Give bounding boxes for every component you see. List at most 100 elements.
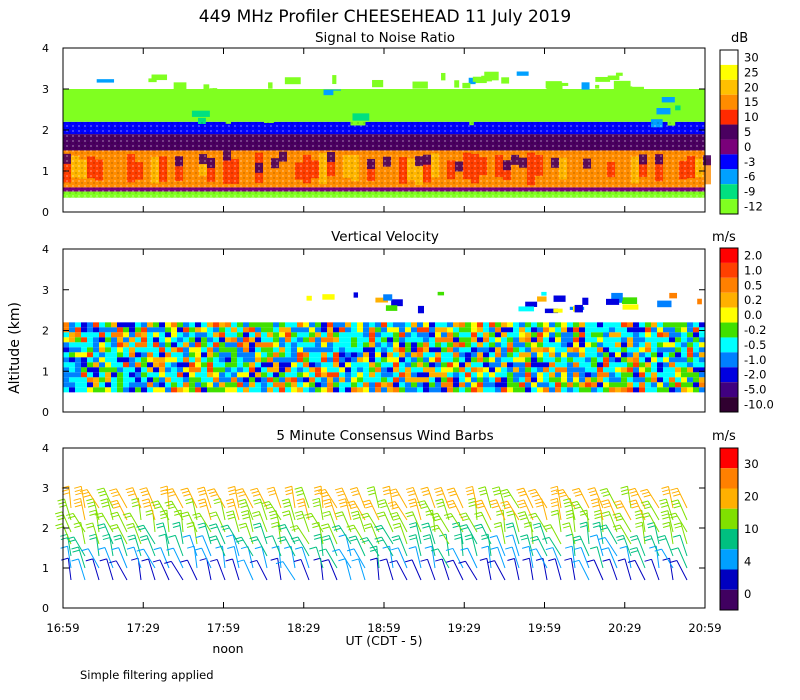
wind-barb-flag <box>207 488 215 492</box>
vv-cell <box>195 362 201 368</box>
wind-barb-flag <box>640 488 648 492</box>
wind-barb-flag <box>506 525 514 529</box>
wind-barb-flag <box>236 539 244 543</box>
wind-barb <box>243 559 254 581</box>
vv-cell <box>567 332 573 338</box>
vv-cell <box>279 337 285 343</box>
wind-barb-flag <box>181 490 190 494</box>
vv-cell <box>345 327 351 333</box>
vv-cell <box>81 367 87 373</box>
vv-cell <box>273 332 279 338</box>
vv-cell <box>69 337 75 343</box>
wind-barb-flag <box>662 492 670 496</box>
wind-barb-flag <box>110 491 119 495</box>
vv-cell <box>255 342 261 348</box>
vv-cell <box>627 327 633 333</box>
vv-cell <box>411 322 417 328</box>
vv-cell <box>75 362 81 368</box>
wind-barb-flag <box>72 549 80 553</box>
wind-barb-flag <box>597 536 606 540</box>
vv-cell <box>309 357 315 363</box>
wind-barb-flag <box>506 510 514 514</box>
vv-cell <box>489 322 495 328</box>
vv-cell <box>315 362 321 368</box>
wind-barb-flag <box>352 516 361 520</box>
vv-cell <box>417 342 423 348</box>
vv-cell <box>489 377 495 383</box>
wind-barb <box>133 546 142 569</box>
snr-echo <box>224 91 232 98</box>
vv-cell <box>555 367 561 373</box>
vv-cell <box>321 377 327 383</box>
vv-cell <box>693 327 699 333</box>
vv-cell <box>303 382 309 388</box>
wind-barb-flag <box>309 546 317 550</box>
wind-barb-flag <box>323 538 331 542</box>
wind-barb-flag <box>99 558 107 562</box>
snr-echo <box>468 77 476 85</box>
y-tick-label: 3 <box>42 284 49 297</box>
wind-barb <box>376 558 380 581</box>
vv-cell <box>567 347 573 353</box>
vv-cell <box>345 362 351 368</box>
vv-cell <box>435 342 441 348</box>
vv-cell <box>669 352 675 358</box>
vv-cell <box>369 327 375 333</box>
wind-barb <box>143 524 156 545</box>
wind-barb <box>61 523 72 545</box>
vv-cell <box>459 342 465 348</box>
wind-barb-flag <box>185 501 194 505</box>
vv-cell <box>549 322 555 328</box>
vv-cell <box>411 382 417 388</box>
vv-cell <box>531 382 537 388</box>
snr-echo <box>485 107 500 116</box>
vv-cell <box>351 387 357 393</box>
vv-cell <box>105 327 111 333</box>
vv-cell <box>501 382 507 388</box>
wind-barb <box>341 487 352 509</box>
vv-cell <box>309 362 315 368</box>
vv-cell <box>381 322 387 328</box>
wind-barb-flag <box>475 526 483 530</box>
vv-cell <box>213 367 219 373</box>
vv-cell <box>213 377 219 383</box>
snr-echo <box>628 86 644 92</box>
vv-cell <box>93 352 99 358</box>
vv-cell <box>207 352 213 358</box>
wind-barb-flag <box>318 548 326 552</box>
colorbar-swatch <box>720 184 738 200</box>
snr-echo <box>555 86 562 96</box>
wind-barb <box>562 489 576 509</box>
wind-barb-flag <box>290 536 299 540</box>
vv-cell <box>303 377 309 383</box>
wind-barb-flag <box>507 513 515 517</box>
wind-barb-flag <box>492 489 501 493</box>
vv-echo <box>611 292 623 301</box>
vv-cell <box>291 372 297 378</box>
vv-cell <box>549 337 555 343</box>
vv-cell <box>501 342 507 348</box>
wind-panel-title: 5 Minute Consensus Wind Barbs <box>276 428 493 444</box>
vv-cell <box>423 357 429 363</box>
snr-echo <box>661 96 675 103</box>
vv-cell <box>675 342 681 348</box>
y-axis-label: Altitude (km) <box>7 302 23 394</box>
wind-barb-flag <box>236 559 245 563</box>
wind-barb-flag <box>89 512 97 516</box>
wind-barb-flag <box>322 498 331 502</box>
wind-barb-flag <box>182 514 190 518</box>
vv-cell <box>141 377 147 383</box>
wind-barb-flag <box>465 485 473 489</box>
wind-barb-flag <box>334 487 343 491</box>
vv-cell <box>363 322 369 328</box>
vv-cell <box>291 387 297 393</box>
wind-barb <box>357 510 366 533</box>
vv-echo <box>622 304 639 310</box>
vv-cell <box>177 357 183 363</box>
vv-cell <box>87 382 93 388</box>
vv-cell <box>525 332 531 338</box>
wind-barb-flag <box>430 524 438 528</box>
vv-cell <box>477 377 483 383</box>
snr-echo <box>441 72 446 81</box>
wind-barb-flag <box>517 511 525 515</box>
